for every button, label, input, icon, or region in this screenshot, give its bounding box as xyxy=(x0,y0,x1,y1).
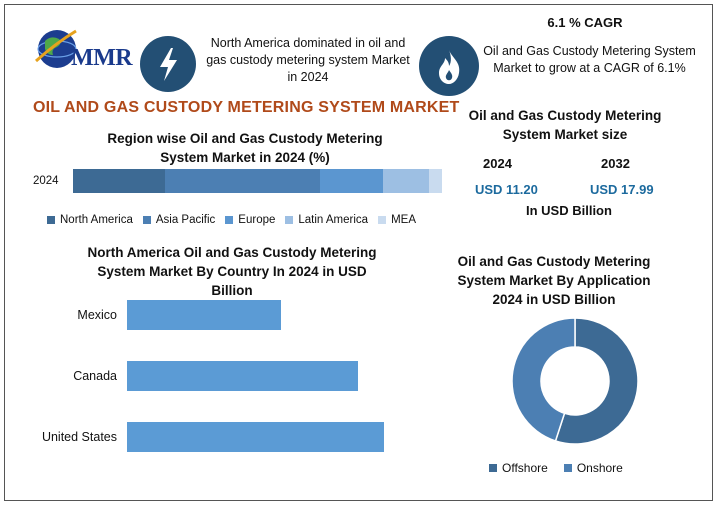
year-2032-label: 2032 xyxy=(601,156,630,171)
legend-label: Asia Pacific xyxy=(155,214,216,226)
dominance-text: North America dominated in oil and gas c… xyxy=(206,36,410,84)
value-2032: USD 17.99 xyxy=(590,182,654,197)
country-bar-united-states xyxy=(127,422,384,452)
legend-label: Onshore xyxy=(576,461,623,475)
country-label-united-states: United States xyxy=(41,430,117,444)
market-size-title: Oil and Gas Custody Metering System Mark… xyxy=(468,108,662,142)
cagr-text: Oil and Gas Custody Metering System Mark… xyxy=(483,44,696,75)
legend-item-north-america: North America xyxy=(47,214,133,226)
application-chart-title: Oil and Gas Custody Metering System Mark… xyxy=(457,254,651,307)
legend-item-mea: MEA xyxy=(378,214,416,226)
legend-label: North America xyxy=(60,214,133,226)
market-size-unit: In USD Billion xyxy=(526,203,612,218)
legend-swatch xyxy=(47,216,55,224)
country-bar-chart: Mexico Canada United States xyxy=(11,295,431,475)
legend-item-asia-pacific: Asia Pacific xyxy=(142,214,216,226)
legend-swatch xyxy=(225,216,234,224)
donut-slice-offshore xyxy=(554,317,639,445)
value-2024: USD 11.20 xyxy=(475,182,538,197)
legend-label: MEA xyxy=(391,214,416,226)
legend-label: Offshore xyxy=(502,461,548,475)
region-segment-asia-pacific xyxy=(165,169,321,193)
legend-swatch xyxy=(489,464,497,472)
application-donut-chart xyxy=(511,317,639,445)
cagr-title: 6.1 % CAGR xyxy=(547,15,623,30)
region-stacked-bar xyxy=(73,169,442,193)
region-year-label: 2024 xyxy=(33,175,59,187)
main-title: OIL AND GAS CUSTODY METERING SYSTEM MARK… xyxy=(33,99,460,116)
legend-label: Europe xyxy=(238,214,276,226)
country-bar-mexico xyxy=(127,300,281,330)
infographic-frame: MMR North America dominated in oil and g… xyxy=(4,4,713,501)
legend-item-offshore: Offshore xyxy=(489,461,548,475)
region-chart-title: Region wise Oil and Gas Custody Metering… xyxy=(107,131,383,165)
legend-item-europe: Europe xyxy=(225,214,275,226)
region-segment-mea xyxy=(429,169,442,193)
logo-text: MMR xyxy=(71,45,133,71)
application-legend: Offshore Onshore xyxy=(489,459,639,477)
legend-swatch xyxy=(563,464,572,472)
legend-item-latin-america: Latin America xyxy=(285,214,368,226)
country-label-canada: Canada xyxy=(73,369,117,383)
legend-item-onshore: Onshore xyxy=(563,461,623,475)
country-label-mexico: Mexico xyxy=(77,308,117,322)
country-chart-title: North America Oil and Gas Custody Meteri… xyxy=(87,245,377,298)
globe-icon xyxy=(34,29,77,68)
legend-swatch xyxy=(285,216,294,224)
region-segment-europe xyxy=(320,169,383,193)
country-bar-canada xyxy=(127,361,358,391)
legend-swatch xyxy=(142,216,151,224)
region-segment-north-america xyxy=(73,169,166,193)
donut-slice-onshore xyxy=(511,317,576,442)
region-segment-latin-america xyxy=(382,169,430,193)
flame-icon xyxy=(419,36,479,96)
mmr-logo: MMR xyxy=(31,23,141,79)
legend-label: Latin America xyxy=(298,214,369,226)
legend-swatch xyxy=(378,216,387,224)
year-2024-label: 2024 xyxy=(483,156,512,171)
region-legend: North America Asia Pacific Europe Latin Ame… xyxy=(47,211,467,229)
lightning-icon xyxy=(140,36,196,92)
